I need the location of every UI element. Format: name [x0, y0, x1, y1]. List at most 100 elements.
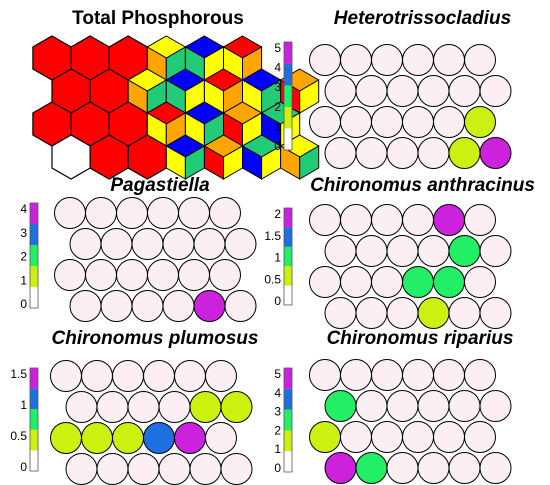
som-cell — [417, 452, 450, 484]
som-cell — [96, 453, 129, 485]
colorbar-segment — [30, 429, 38, 451]
som-cell — [65, 453, 98, 485]
som-cell — [100, 290, 133, 322]
som-cell-filled — [355, 452, 388, 484]
som-cell — [340, 359, 372, 391]
colorbar-tick-label: 4 — [20, 202, 27, 216]
som-cell — [340, 204, 372, 236]
som-cell-filled — [417, 297, 450, 329]
panel-title-chironomus-riparius: Chironomus riparius — [326, 328, 514, 349]
som-cell — [371, 44, 403, 76]
colorbar-tick-label: 1 — [20, 273, 27, 287]
som-cell — [147, 259, 179, 291]
som-cell — [371, 421, 403, 453]
som-cell — [189, 453, 222, 485]
som-cell — [209, 259, 241, 291]
som-cell — [116, 259, 148, 291]
colorbar-tick-label: 2 — [274, 100, 281, 114]
colorbar-segment — [30, 287, 38, 308]
som-cell — [174, 360, 206, 392]
colorbar-tick-label: 0 — [20, 460, 27, 474]
som-cell — [324, 235, 357, 267]
colorbar-segment — [30, 409, 38, 430]
som-cell — [158, 391, 191, 423]
som-cell — [147, 197, 179, 229]
som-cell — [448, 297, 481, 329]
colorbar-tick-label: 3 — [274, 80, 281, 94]
colorbar-tick-label: 0 — [20, 297, 27, 311]
som-cell — [178, 197, 210, 229]
som-cell — [178, 259, 210, 291]
som-cell — [371, 106, 403, 138]
som-cell — [340, 266, 372, 298]
som-cell-filled — [189, 391, 222, 423]
colorbar-tick-label: 1.5 — [264, 229, 281, 243]
som-cell — [402, 421, 434, 453]
colorbar-segment — [284, 106, 292, 129]
som-cell — [116, 197, 148, 229]
colorbar-segment — [284, 451, 292, 472]
som-cell — [85, 197, 117, 229]
som-cell — [355, 235, 388, 267]
som-cell — [386, 390, 419, 422]
som-cell — [324, 137, 357, 169]
colorbar-tick-label: 3 — [20, 226, 27, 240]
colorbar-segment — [284, 409, 292, 431]
panel-title-total-phosphorous: Total Phosphorous — [72, 8, 244, 29]
som-cell — [479, 235, 512, 267]
som-cell — [324, 75, 357, 107]
colorbar-3: 2 1.5 1 0.5 0 — [264, 207, 293, 308]
som-cell — [479, 297, 512, 329]
colorbar-tick-label: 2 — [274, 423, 281, 437]
panel-title-pagastiella: Pagastiella — [110, 175, 210, 196]
som-cell — [340, 44, 372, 76]
colorbar-segment — [30, 224, 38, 245]
colorbar-segment — [284, 246, 292, 267]
som-cell — [417, 75, 450, 107]
som-cell-filled — [50, 422, 82, 454]
som-cell — [402, 106, 434, 138]
som-cell — [69, 228, 102, 260]
som-cell — [127, 453, 160, 485]
som-map-1 — [309, 44, 512, 169]
som-cell — [433, 106, 465, 138]
som-cell — [162, 290, 195, 322]
som-cell — [309, 359, 341, 391]
som-cell — [224, 228, 257, 260]
som-map-4 — [50, 360, 253, 485]
som-cell — [433, 359, 465, 391]
colorbar-4: 1.5 1 0.5 0 — [10, 367, 39, 474]
som-cell-filled — [402, 266, 434, 298]
colorbar-tick-label: 0 — [274, 294, 281, 308]
tp-cube-face — [299, 145, 320, 180]
som-cell — [371, 204, 403, 236]
colorbar-frame — [283, 207, 293, 306]
colorbar-segment — [284, 285, 292, 305]
som-cell — [479, 452, 512, 484]
som-cell — [371, 266, 403, 298]
som-cell — [158, 453, 191, 485]
panel-title-chironomus-anthracinus: Chironomus anthracinus — [310, 175, 535, 196]
panel-title-chironomus-plumosus: Chironomus plumosus — [51, 328, 259, 349]
som-cell — [464, 421, 496, 453]
som-cell-filled — [174, 422, 206, 454]
colorbar-segment — [30, 388, 38, 410]
colorbar-tick-label: 4 — [274, 61, 281, 75]
colorbar-tick-label: 5 — [274, 367, 281, 381]
som-cell — [81, 360, 113, 392]
som-cell — [340, 421, 372, 453]
colorbar-segment — [284, 63, 292, 86]
som-cell — [100, 228, 133, 260]
colorbar-tick-label: 0 — [274, 461, 281, 475]
som-cell — [50, 360, 82, 392]
colorbar-frame — [29, 367, 39, 472]
colorbar-tick-label: 3 — [274, 405, 281, 419]
som-cell — [205, 360, 237, 392]
som-cell-filled — [433, 266, 465, 298]
colorbar-tick-label: 1 — [274, 442, 281, 456]
colorbar-5: 5 4 3 2 1 0 — [274, 367, 293, 475]
som-cell — [309, 266, 341, 298]
som-cell — [131, 228, 164, 260]
colorbar-tick-label: 1.5 — [10, 367, 27, 381]
som-cell — [448, 452, 481, 484]
